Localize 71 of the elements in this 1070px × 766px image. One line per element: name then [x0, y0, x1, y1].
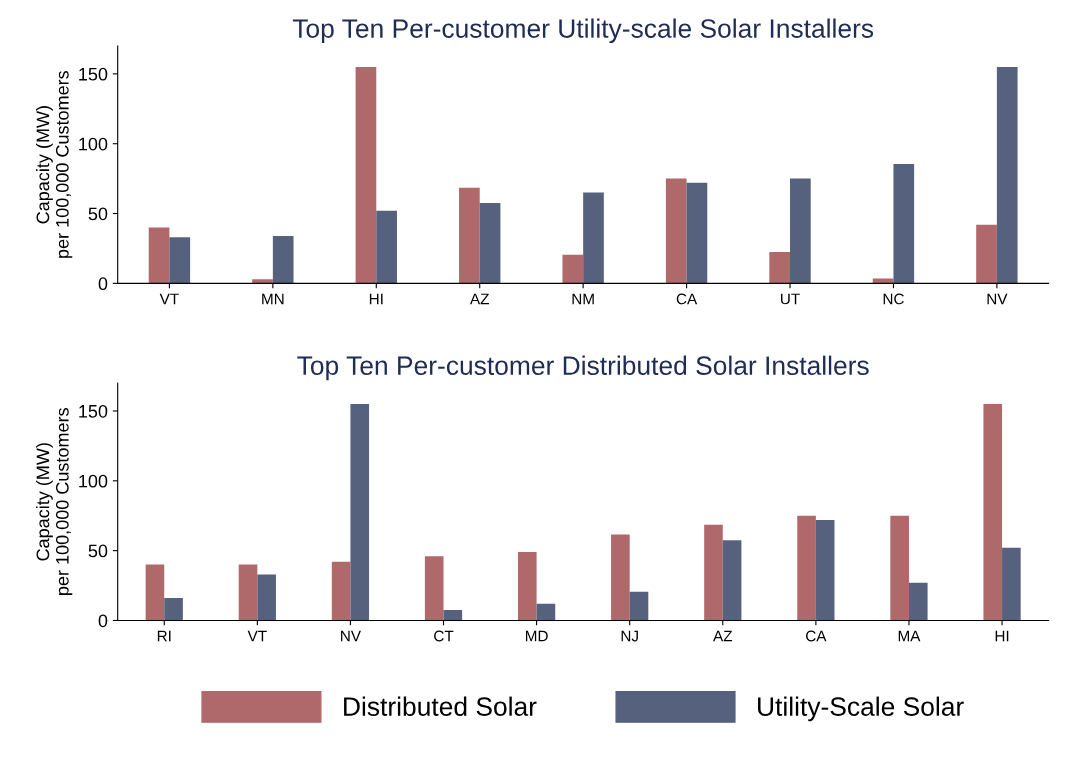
bar — [517, 552, 537, 621]
bar — [769, 251, 791, 284]
x-tick-label: NJ — [621, 630, 638, 642]
y-tick-label: 50 — [88, 544, 108, 558]
y-tick-label: 0 — [98, 614, 108, 628]
bar — [629, 591, 649, 621]
bar — [908, 582, 928, 621]
x-tick-label: NV — [341, 630, 361, 642]
bar — [583, 192, 604, 284]
bar — [983, 404, 1003, 621]
bar — [145, 564, 165, 621]
y-tick-label: 0 — [98, 277, 108, 291]
bar — [148, 227, 170, 284]
x-tick-label: NV — [987, 293, 1008, 305]
chart-title: Top Ten Per-customer Distributed Solar Installers — [297, 355, 869, 381]
x-tick-label: CT — [434, 630, 454, 642]
chart-title: Top Ten Per-customer Utility-scale Solar Installers — [292, 18, 874, 44]
bar — [611, 534, 630, 621]
bar — [665, 178, 687, 284]
x-tick-label: MA — [898, 630, 921, 642]
x-tick-label: MN — [262, 293, 284, 305]
bar — [704, 524, 723, 621]
bar — [1002, 547, 1021, 621]
y-tick-label: 150 — [79, 404, 108, 418]
x-tick-label: NM — [572, 293, 594, 305]
y-tick-label: 150 — [79, 67, 108, 81]
y-tick-label: 50 — [88, 207, 108, 221]
x-tick-label: NC — [883, 293, 904, 305]
bar — [686, 182, 708, 284]
bar — [976, 224, 997, 284]
bar — [424, 556, 444, 621]
x-tick-label: UT — [781, 293, 800, 305]
bar — [350, 404, 370, 621]
x-tick-label: RI — [157, 630, 171, 642]
x-tick-label: CA — [676, 293, 698, 305]
bar — [169, 237, 191, 284]
x-tick-label: HI — [995, 630, 1009, 642]
bar — [238, 564, 258, 621]
bar — [815, 519, 835, 621]
bar — [252, 279, 273, 284]
x-tick-label: AZ — [713, 630, 733, 642]
x-tick-label: VT — [159, 293, 179, 305]
bar — [893, 163, 915, 284]
bar — [479, 203, 501, 284]
bar — [996, 66, 1018, 284]
bar — [272, 235, 294, 284]
y-tick-label: 100 — [79, 137, 108, 151]
bar — [257, 574, 276, 621]
y-axis-title: Capacity (MW) per 100,000 Customers — [36, 408, 73, 595]
legend-label: Distributed Solar — [344, 696, 537, 716]
bar — [376, 210, 397, 284]
x-tick-label: HI — [369, 293, 383, 305]
y-axis-title: Capacity (MW) per 100,000 Customers — [36, 70, 73, 258]
bar — [355, 66, 377, 284]
x-tick-label: VT — [247, 630, 267, 642]
y-tick-label: 100 — [79, 474, 108, 488]
bar — [722, 540, 742, 621]
bar — [164, 598, 183, 621]
bar — [790, 178, 811, 284]
x-tick-label: MD — [525, 630, 548, 642]
legend-label: Utility-Scale Solar — [758, 696, 964, 722]
bar — [443, 609, 463, 621]
bar — [459, 187, 480, 284]
x-tick-label: CA — [806, 630, 827, 642]
bar — [797, 515, 816, 621]
bar — [872, 278, 894, 284]
x-tick-label: AZ — [469, 293, 489, 305]
bar — [890, 515, 909, 621]
bar — [536, 603, 556, 621]
bar — [331, 561, 351, 621]
bar — [562, 254, 584, 284]
